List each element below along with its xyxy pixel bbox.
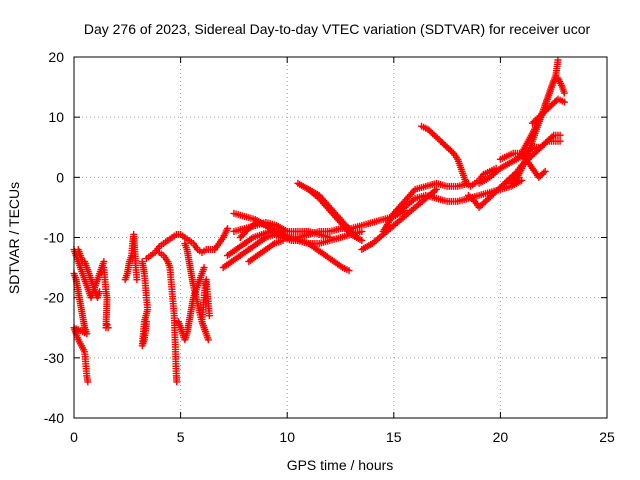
x-tick-label: 15 [386,429,402,445]
data-point [432,185,440,193]
series-arc-3 [74,246,104,302]
data-point [469,196,477,204]
data-point [200,264,208,272]
data-point [326,234,334,241]
data-point [560,98,568,106]
data-point [540,169,548,177]
series-arc-19 [305,185,366,245]
data-point [560,89,568,97]
y-tick-label: 20 [48,49,64,65]
data-point [541,167,549,175]
data-point [84,378,92,386]
series-arc-29 [528,95,568,127]
series-arc-21 [358,185,440,254]
data-point [358,227,366,235]
series-arc-6 [138,258,152,350]
y-tick-label: -20 [44,290,64,306]
y-axis-label: SDTVAR / TECUs [6,182,22,294]
series-arc-5 [121,230,141,284]
x-tick-label: 5 [177,429,185,445]
series-arc-4 [100,264,112,332]
data-point [279,237,287,245]
y-tick-label: 0 [56,169,64,185]
data-point [104,324,112,332]
data-point [518,176,526,184]
series-arc-30 [496,149,549,181]
data-point [358,237,366,245]
x-tick-label: 10 [279,429,295,445]
data-point [205,312,213,320]
y-tick-label: -40 [44,410,64,426]
data-point [554,56,562,64]
data-point [542,139,550,147]
plot-frame [73,56,608,419]
series-arc-11 [198,276,213,326]
x-axis-label: GPS time / hours [287,457,394,473]
data-points [70,56,568,386]
y-tick-label: 10 [48,109,64,125]
data-point [142,318,150,326]
series-arc-8 [155,249,181,386]
data-point [448,148,456,156]
chart-title: Day 276 of 2023, Sidereal Day-to-day VTE… [84,21,591,37]
data-point [556,131,564,139]
x-tick-label: 25 [599,429,615,445]
data-point [345,267,353,275]
x-tick-label: 20 [493,429,509,445]
data-point [96,288,104,296]
x-tick-label: 0 [70,429,78,445]
data-point [100,258,108,266]
data-point [275,230,283,238]
series-arc-16 [224,227,283,260]
y-tick-label: -10 [44,230,64,246]
axis-ticks: 0 5 10 15 20 25 -40 -30 -20 -10 0 10 20 [44,49,615,445]
data-point [133,276,141,284]
data-point [173,378,181,386]
data-point [224,224,232,232]
series-arc-7 [142,224,232,263]
series-arc-17 [245,237,287,266]
data-point [556,137,564,145]
data-point [204,336,212,344]
y-tick-label: -30 [44,350,64,366]
